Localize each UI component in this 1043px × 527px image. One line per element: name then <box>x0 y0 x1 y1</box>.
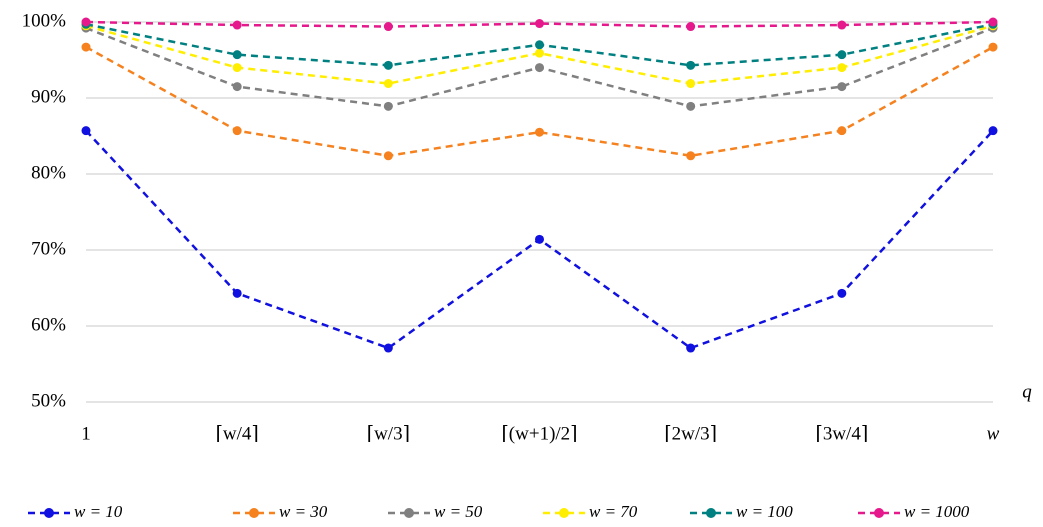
point <box>837 288 847 298</box>
x-tick-label: ⌈2w/3⌉ <box>664 423 717 444</box>
point <box>383 101 393 111</box>
point <box>232 63 242 73</box>
point <box>686 343 696 353</box>
y-tick-label: 80% <box>31 162 66 183</box>
legend-item: w = 70 <box>543 502 638 521</box>
legend-label: w = 70 <box>589 502 638 521</box>
point <box>988 126 998 136</box>
point <box>837 50 847 60</box>
legend-marker <box>706 508 716 518</box>
y-tick-label: 100% <box>22 10 67 31</box>
x-tick-label: ⌈w/3⌉ <box>367 423 410 444</box>
x-tick-label: ⌈w/4⌉ <box>216 423 259 444</box>
point <box>535 63 544 73</box>
point <box>837 126 847 136</box>
point <box>686 151 696 161</box>
legend-item: w = 10 <box>28 502 123 521</box>
point <box>535 234 544 244</box>
point <box>535 127 544 137</box>
legend-item: w = 30 <box>233 502 328 521</box>
y-tick-label: 60% <box>31 314 66 335</box>
legend-marker <box>404 508 414 518</box>
x-tick-label: 1 <box>81 423 91 444</box>
point <box>686 101 696 111</box>
point <box>988 42 998 52</box>
point <box>686 60 696 70</box>
x-axis-label: q <box>1022 381 1032 402</box>
legend-label: w = 30 <box>279 502 328 521</box>
point <box>81 42 91 52</box>
point <box>383 151 393 161</box>
x-tick-label: w <box>987 423 1000 444</box>
y-tick-label: 90% <box>31 86 66 107</box>
point <box>383 22 393 32</box>
point <box>232 126 242 136</box>
point <box>81 126 91 136</box>
point <box>383 60 393 70</box>
point <box>535 40 544 50</box>
point <box>535 48 544 58</box>
point <box>232 82 242 92</box>
point <box>837 20 847 30</box>
point <box>686 22 696 32</box>
legend-label: w = 10 <box>74 502 123 521</box>
legend-item: w = 1000 <box>858 502 970 521</box>
point <box>232 20 242 30</box>
point <box>686 79 696 89</box>
legend-label: w = 100 <box>736 502 793 521</box>
legend-label: w = 50 <box>434 502 483 521</box>
x-tick-label: ⌈(w+1)/2⌉ <box>501 423 577 444</box>
y-tick-label: 50% <box>31 390 66 411</box>
point <box>837 63 847 73</box>
point <box>81 17 91 27</box>
point <box>383 343 393 353</box>
point <box>837 82 847 92</box>
legend-marker <box>44 508 54 518</box>
legend-marker <box>249 508 259 518</box>
y-tick-label: 70% <box>31 238 66 259</box>
point <box>988 17 998 27</box>
legend-label: w = 1000 <box>904 502 970 521</box>
point <box>383 79 393 89</box>
x-tick-label: ⌈3w/4⌉ <box>815 423 868 444</box>
legend-item: w = 50 <box>388 502 483 521</box>
point <box>535 19 544 29</box>
point <box>232 288 242 298</box>
point <box>232 50 242 60</box>
legend-item: w = 100 <box>690 502 793 521</box>
legend-marker <box>559 508 569 518</box>
legend-marker <box>874 508 884 518</box>
